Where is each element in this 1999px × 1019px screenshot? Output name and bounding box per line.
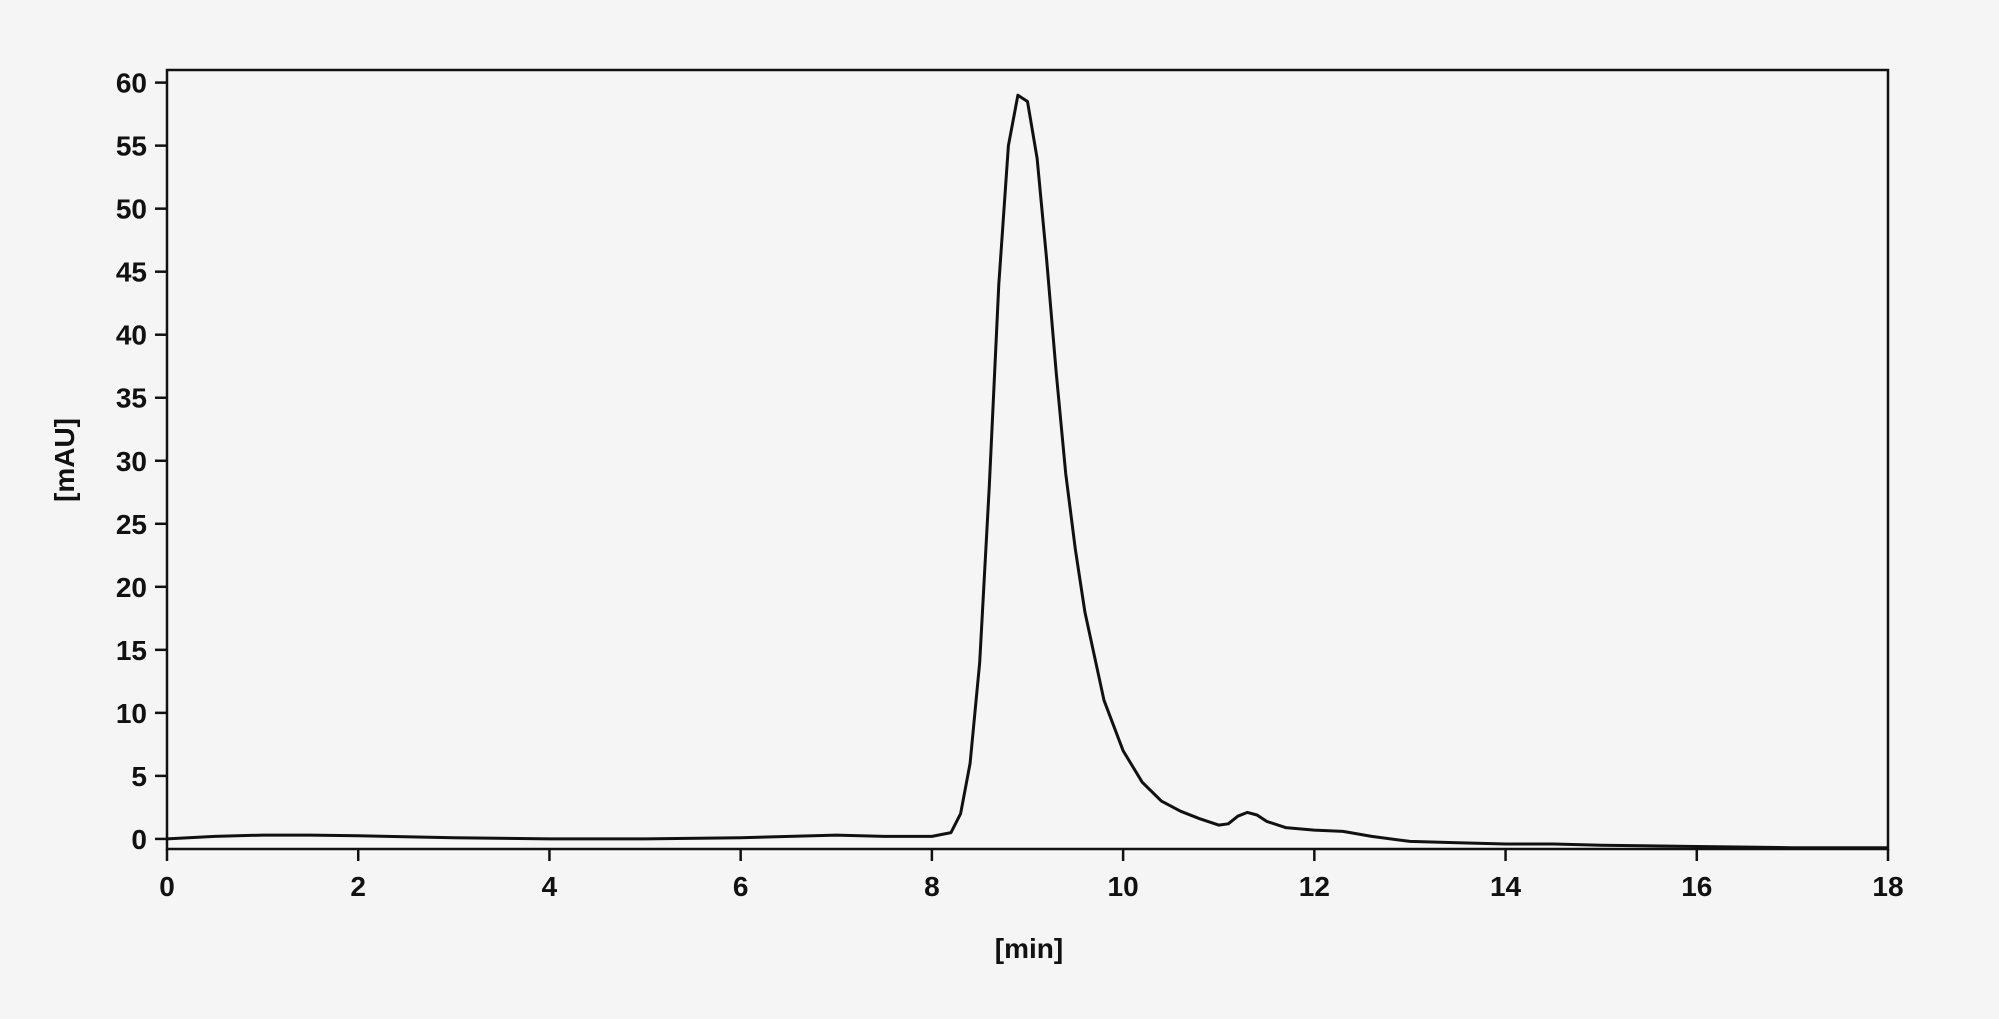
y-tick-label: 35 <box>116 383 147 414</box>
y-tick-label: 40 <box>116 320 147 351</box>
y-tick-label: 50 <box>116 194 147 225</box>
x-tick-label: 2 <box>350 871 366 902</box>
y-tick-label: 30 <box>116 446 147 477</box>
y-tick-label: 20 <box>116 572 147 603</box>
y-axis-label: [mAU] <box>49 418 80 502</box>
y-tick-label: 0 <box>131 824 147 855</box>
y-tick-label: 60 <box>116 68 147 99</box>
x-tick-label: 12 <box>1299 871 1330 902</box>
y-tick-label: 5 <box>131 761 147 792</box>
y-tick-label: 45 <box>116 257 147 288</box>
x-tick-label: 16 <box>1681 871 1712 902</box>
y-tick-label: 15 <box>116 635 147 666</box>
x-tick-label: 8 <box>924 871 940 902</box>
data-line <box>166 93 1888 850</box>
x-axis-label: [min] <box>995 933 1063 964</box>
y-tick-label: 55 <box>116 131 147 162</box>
x-tick-label: 18 <box>1872 871 1903 902</box>
plot-frame <box>165 68 1890 851</box>
x-tick-label: 14 <box>1490 871 1522 902</box>
x-tick-label: 10 <box>1108 871 1139 902</box>
x-tick-label: 6 <box>733 871 749 902</box>
x-tick-label: 0 <box>159 871 175 902</box>
y-tick-label: 25 <box>116 509 147 540</box>
x-tick-label: 4 <box>542 871 558 902</box>
y-tick-label: 10 <box>116 698 147 729</box>
